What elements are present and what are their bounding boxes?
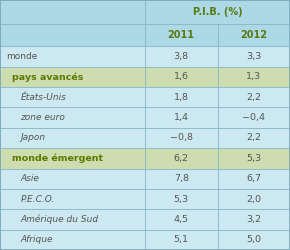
Text: 3,8: 3,8 bbox=[174, 52, 189, 61]
Text: 4,5: 4,5 bbox=[174, 215, 189, 224]
Bar bbox=[145, 108, 218, 128]
Text: 2,2: 2,2 bbox=[246, 134, 261, 142]
Text: Afrique: Afrique bbox=[20, 235, 53, 244]
Bar bbox=[145, 0, 290, 24]
Text: Japon: Japon bbox=[20, 134, 46, 142]
Bar bbox=[218, 87, 290, 108]
Text: États-Unis: États-Unis bbox=[20, 93, 66, 102]
Text: 1,6: 1,6 bbox=[174, 72, 189, 81]
Bar bbox=[145, 87, 218, 108]
Bar bbox=[0, 168, 145, 189]
Bar bbox=[218, 46, 290, 66]
Bar bbox=[0, 0, 145, 24]
Text: −0,8: −0,8 bbox=[170, 134, 193, 142]
Text: 6,7: 6,7 bbox=[246, 174, 261, 183]
Bar bbox=[0, 209, 145, 230]
Bar bbox=[145, 128, 218, 148]
Bar bbox=[145, 209, 218, 230]
Bar bbox=[145, 168, 218, 189]
Bar bbox=[218, 209, 290, 230]
Text: Asie: Asie bbox=[20, 174, 39, 183]
Text: P.E.C.O.: P.E.C.O. bbox=[20, 194, 55, 203]
Text: 3,3: 3,3 bbox=[246, 52, 261, 61]
Text: 5,3: 5,3 bbox=[174, 194, 189, 203]
Text: pays avancés: pays avancés bbox=[12, 72, 83, 82]
Text: 5,1: 5,1 bbox=[174, 235, 189, 244]
Text: monde émergent: monde émergent bbox=[12, 154, 103, 163]
Bar bbox=[218, 168, 290, 189]
Bar bbox=[0, 148, 145, 169]
Bar bbox=[0, 128, 145, 148]
Bar bbox=[0, 230, 145, 250]
Bar bbox=[0, 87, 145, 108]
Bar bbox=[145, 46, 218, 66]
Text: 3,2: 3,2 bbox=[246, 215, 261, 224]
Bar bbox=[145, 24, 218, 46]
Text: 5,0: 5,0 bbox=[246, 235, 261, 244]
Text: 1,8: 1,8 bbox=[174, 93, 189, 102]
Bar bbox=[0, 24, 145, 46]
Bar bbox=[218, 24, 290, 46]
Text: 7,8: 7,8 bbox=[174, 174, 189, 183]
Bar bbox=[218, 66, 290, 87]
Text: 2,0: 2,0 bbox=[246, 194, 261, 203]
Text: Amérique du Sud: Amérique du Sud bbox=[20, 215, 98, 224]
Bar bbox=[0, 108, 145, 128]
Bar bbox=[145, 230, 218, 250]
Text: 2012: 2012 bbox=[240, 30, 267, 40]
Bar bbox=[218, 108, 290, 128]
Bar bbox=[145, 148, 218, 169]
Text: 2,2: 2,2 bbox=[246, 93, 261, 102]
Text: zone euro: zone euro bbox=[20, 113, 65, 122]
Bar bbox=[0, 66, 145, 87]
Bar bbox=[218, 230, 290, 250]
Bar bbox=[145, 66, 218, 87]
Bar bbox=[218, 148, 290, 169]
Text: −0,4: −0,4 bbox=[242, 113, 265, 122]
Bar bbox=[218, 128, 290, 148]
Text: 5,3: 5,3 bbox=[246, 154, 261, 163]
Bar bbox=[0, 46, 145, 66]
Text: monde: monde bbox=[6, 52, 37, 61]
Text: P.I.B. (%): P.I.B. (%) bbox=[193, 7, 242, 17]
Text: 1,4: 1,4 bbox=[174, 113, 189, 122]
Bar bbox=[145, 189, 218, 209]
Bar bbox=[218, 189, 290, 209]
Text: 1,3: 1,3 bbox=[246, 72, 261, 81]
Bar bbox=[0, 189, 145, 209]
Text: 2011: 2011 bbox=[168, 30, 195, 40]
Text: 6,2: 6,2 bbox=[174, 154, 189, 163]
